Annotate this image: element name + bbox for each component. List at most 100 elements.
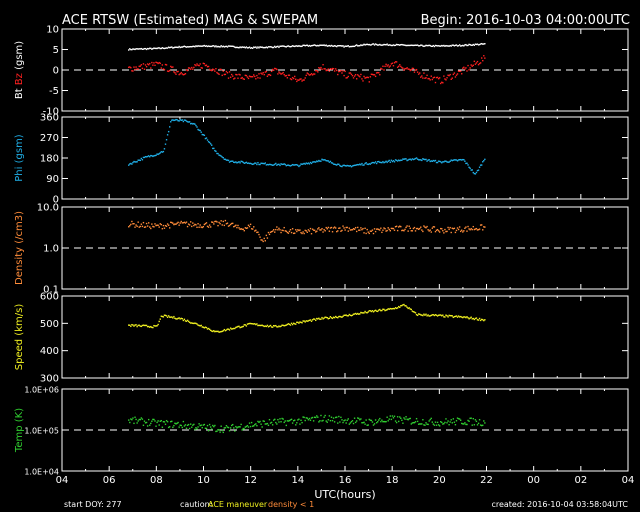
phi-phi-point — [391, 160, 394, 163]
density-density-point — [338, 227, 340, 230]
bt-bz-bt-point — [261, 46, 263, 48]
density-density-point — [214, 220, 216, 223]
phi-phi-point — [209, 143, 212, 145]
bt-bz-bt-point — [409, 44, 411, 47]
speed-speed-point — [338, 315, 340, 318]
bt-bz-bt-point — [361, 44, 363, 47]
phi-phi-point — [242, 161, 244, 164]
bt-bz-bt-point — [234, 46, 236, 48]
temp-temp-point — [259, 420, 261, 423]
density-density-point — [169, 227, 171, 229]
temp-temp-point — [306, 417, 309, 419]
density-density-point — [155, 224, 157, 227]
bt-bz-bt-point — [157, 47, 159, 49]
density-density-point — [237, 224, 239, 227]
temp-temp-point — [324, 414, 326, 417]
bt-bz-bt-point — [156, 47, 158, 50]
temp-temp-point — [428, 420, 430, 422]
temp-temp-point — [405, 416, 407, 418]
temp-temp-point — [179, 424, 181, 426]
bt-bz-bt-point — [191, 46, 193, 48]
phi-phi-point — [345, 165, 347, 167]
temp-temp-point — [354, 421, 357, 424]
bt-bz-bt-point — [190, 45, 192, 48]
bt-bz-bz-point — [241, 76, 243, 79]
density-density-point — [304, 229, 306, 232]
density-density-point — [239, 228, 241, 230]
speed-speed-point — [176, 318, 178, 320]
density-density-point — [208, 224, 211, 226]
temp-temp-point — [266, 422, 269, 425]
phi-phi-point — [204, 137, 207, 140]
speed-speed-point — [166, 316, 169, 319]
temp-temp-point — [447, 420, 449, 422]
temp-temp-point — [242, 427, 244, 430]
speed-speed-point — [154, 325, 156, 327]
temp-temp-point — [143, 420, 146, 422]
bt-bz-bz-point — [454, 76, 457, 78]
temp-temp-point — [156, 421, 158, 424]
density-density-point — [414, 230, 417, 232]
phi-phi-point — [188, 121, 191, 123]
temp-temp-point — [221, 429, 223, 432]
bt-bz-bt-point — [256, 47, 258, 49]
bt-bz-bt-point — [415, 44, 418, 46]
density-density-point — [151, 223, 153, 225]
temp-temp-point — [141, 418, 144, 420]
phi-phi-point — [215, 150, 217, 153]
bt-bz-bz-point — [137, 68, 139, 70]
density-density-point — [250, 228, 253, 230]
bt-bz-bz-point — [154, 64, 156, 67]
speed-speed-point — [250, 322, 253, 325]
speed-speed-point — [226, 328, 229, 330]
bt-bz-bt-point — [427, 44, 429, 47]
bt-bz-bz-point — [150, 67, 152, 69]
phi-phi-point — [449, 160, 451, 162]
temp-temp-point — [366, 424, 368, 426]
bt-bz-bz-point — [188, 67, 191, 69]
density-density-point — [271, 230, 274, 232]
speed-speed-point — [388, 308, 390, 310]
bt-bz-bt-point — [389, 44, 391, 46]
temp-temp-point — [277, 418, 279, 421]
phi-phi-point — [262, 162, 264, 165]
speed-speed-point — [215, 330, 217, 333]
phi-phi-point — [312, 161, 315, 163]
speed-speed-point — [440, 314, 442, 316]
speed-speed-point — [449, 314, 451, 317]
density-density-point — [243, 229, 245, 232]
speed-speed-point — [270, 326, 273, 328]
temp-temp-point — [327, 419, 330, 421]
bt-bz-bt-point — [406, 44, 408, 47]
density-density-point — [429, 229, 431, 231]
density-density-point — [482, 229, 484, 231]
speed-speed-point — [298, 322, 300, 324]
x-tick-label: 18 — [386, 475, 399, 486]
temp-temp-point — [160, 419, 162, 422]
density-density-point — [351, 229, 354, 231]
density-density-point — [259, 236, 261, 238]
temp-temp-point — [357, 417, 359, 419]
bt-bz-bt-point — [434, 44, 437, 47]
density-density-point — [301, 232, 303, 235]
bt-bz-bt-point — [309, 45, 312, 47]
bt-bz-bz-point — [472, 64, 474, 67]
bt-bz-bt-point — [456, 45, 459, 47]
speed-speed-point — [350, 314, 353, 317]
density-density-point — [317, 228, 319, 230]
speed-speed-point — [311, 319, 314, 321]
phi-phi-point — [454, 159, 457, 161]
bt-bz-bt-point — [336, 45, 338, 48]
phi-phi-point — [284, 163, 286, 166]
speed-speed-point — [469, 317, 471, 319]
phi-phi-point — [432, 159, 435, 162]
speed-speed-point — [152, 326, 154, 329]
density-density-point — [325, 226, 327, 229]
phi-phi-point — [380, 161, 382, 164]
bt-bz-bt-point — [432, 44, 435, 47]
temp-temp-point — [192, 424, 194, 426]
phi-phi-point — [277, 163, 279, 166]
phi-y-tick-label: 270 — [40, 133, 59, 144]
temp-temp-point — [224, 427, 227, 429]
bt-bz-bt-point — [289, 46, 292, 48]
